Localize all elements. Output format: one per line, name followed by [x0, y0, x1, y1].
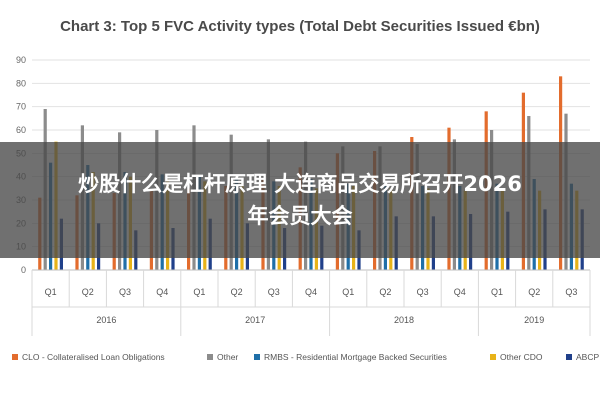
- x-tick-label: Q4: [454, 287, 466, 297]
- y-tick-label: 0: [21, 265, 26, 275]
- x-tick-label: Q4: [305, 287, 317, 297]
- x-tick-label: Q3: [417, 287, 429, 297]
- y-tick-label: 90: [16, 55, 26, 65]
- legend-swatch: [566, 354, 572, 360]
- year-label: 2016: [96, 315, 116, 325]
- overlay-line-1: 炒股什么是杠杆原理 大连商品交易所召开2026: [78, 172, 522, 196]
- year-label: 2018: [394, 315, 414, 325]
- legend-label: Other: [217, 352, 238, 362]
- legend-swatch: [254, 354, 260, 360]
- y-tick-label: 60: [16, 125, 26, 135]
- overlay-line-2: 年会员大会: [247, 204, 353, 228]
- x-tick-label: Q2: [82, 287, 94, 297]
- legend-label: CLO - Collateralised Loan Obligations: [22, 352, 165, 362]
- x-tick-label: Q3: [119, 287, 131, 297]
- x-tick-label: Q1: [491, 287, 503, 297]
- y-tick-label: 70: [16, 102, 26, 112]
- x-axis: Q1 Q2 Q3 Q4 Q1 Q2 Q3 Q4 Q1 Q2 Q3 Q4 Q1 Q2 Q3 2016 2017 20…: [31, 269, 591, 336]
- x-tick-label: Q2: [528, 287, 540, 297]
- legend: CLO - Collateralised Loan Obligations Oth…: [12, 352, 599, 362]
- legend-swatch: [207, 354, 213, 360]
- x-tick-label: Q3: [268, 287, 280, 297]
- legend-label: ABCP: [576, 352, 599, 362]
- legend-label: RMBS - Residential Mortgage Backed Secur…: [264, 352, 447, 362]
- year-label: 2019: [524, 315, 544, 325]
- x-tick-label: Q1: [45, 287, 57, 297]
- x-tick-label: Q2: [231, 287, 243, 297]
- x-tick-label: Q1: [193, 287, 205, 297]
- y-tick-label: 80: [16, 78, 26, 88]
- legend-swatch: [12, 354, 18, 360]
- year-label: 2017: [245, 315, 265, 325]
- overlay-banner: 炒股什么是杠杆原理 大连商品交易所召开2026 年会员大会: [0, 142, 600, 258]
- x-tick-label: Q2: [379, 287, 391, 297]
- chart-title: Chart 3: Top 5 FVC Activity types (Total…: [60, 18, 540, 35]
- legend-label: Other CDO: [500, 352, 543, 362]
- legend-swatch: [490, 354, 496, 360]
- x-tick-label: Q4: [156, 287, 168, 297]
- x-tick-label: Q3: [565, 287, 577, 297]
- x-tick-label: Q1: [342, 287, 354, 297]
